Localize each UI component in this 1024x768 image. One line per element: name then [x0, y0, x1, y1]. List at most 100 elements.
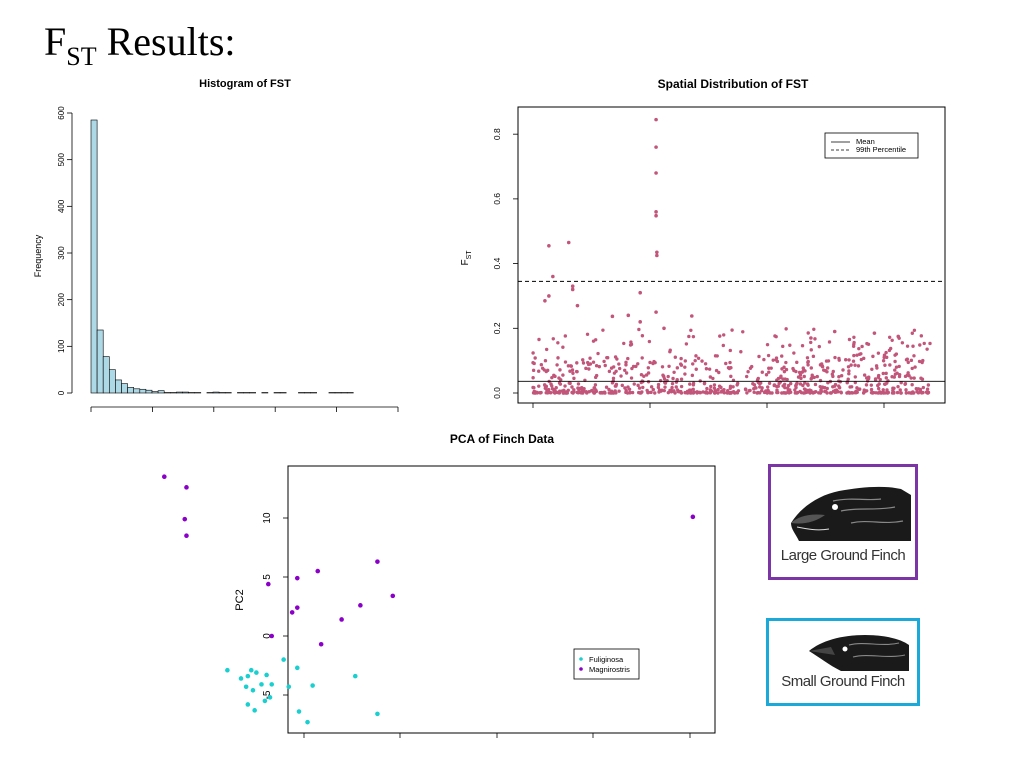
- spatial-point: [566, 364, 571, 368]
- spatial-point: [765, 391, 769, 395]
- spatial-point: [651, 387, 655, 392]
- spatial-point: [674, 380, 679, 384]
- spatial-point: [687, 334, 691, 339]
- spatial-point: [691, 381, 696, 386]
- spatial-point: [782, 382, 787, 387]
- spatial-point: [566, 388, 570, 392]
- spatial-point: [588, 362, 593, 366]
- spatial-point: [620, 383, 624, 388]
- spatial-point: [757, 381, 762, 386]
- spatial-point: [848, 391, 852, 395]
- spatial-point: [855, 386, 859, 390]
- spatial-point: [920, 360, 924, 365]
- spatial-point: [563, 391, 568, 395]
- spatial-point: [611, 391, 615, 395]
- spatial-point: [899, 391, 903, 395]
- spatial-point: [539, 362, 544, 367]
- spatial-point: [794, 385, 798, 390]
- spatial-point: [837, 379, 841, 383]
- spatial-point: [883, 363, 887, 367]
- spatial-point: [796, 375, 801, 379]
- spatial-point: [597, 364, 602, 369]
- spatial-point: [705, 386, 709, 391]
- spatial-point: [892, 391, 896, 395]
- spatial-point: [637, 390, 641, 395]
- spatial-point: [784, 360, 788, 365]
- spatial-point: [554, 385, 558, 390]
- spatial-point: [876, 383, 880, 388]
- spatial-point: [533, 391, 538, 395]
- spatial-point: [592, 391, 597, 395]
- spatial-point: [713, 390, 718, 394]
- magnirostris-point: [269, 633, 275, 639]
- spatial-point: [656, 382, 661, 387]
- spatial-point: [812, 390, 816, 395]
- spatial-point: [823, 386, 827, 390]
- spatial-point: [893, 372, 898, 376]
- small-ground-finch-label: Small Ground Finch: [781, 673, 905, 690]
- spatial-point: [784, 327, 788, 331]
- spatial-point: [759, 381, 763, 385]
- spatial-point: [786, 390, 790, 394]
- spatial-point: [825, 391, 829, 395]
- spatial-point: [892, 375, 896, 379]
- spatial-point: [882, 355, 886, 360]
- spatial-point: [722, 391, 727, 395]
- spatial-point: [649, 390, 653, 395]
- spatial-point: [675, 388, 680, 392]
- spatial-point: [531, 385, 535, 390]
- spatial-point: [728, 390, 732, 395]
- spatial-point: [879, 391, 884, 395]
- spatial-point: [890, 374, 894, 379]
- spatial-point: [780, 391, 784, 395]
- spatial-point: [794, 384, 798, 388]
- spatial-point: [674, 385, 678, 389]
- spatial-point: [830, 372, 835, 376]
- legend-mean: Mean: [856, 137, 875, 146]
- spatial-point: [728, 360, 732, 365]
- spatial-point: [818, 378, 823, 383]
- spatial-point: [563, 334, 568, 338]
- spatial-point: [653, 360, 657, 365]
- spatial-point: [670, 381, 675, 386]
- spatial-y-tick-label: 0.2: [492, 322, 502, 334]
- spatial-point: [853, 390, 857, 395]
- spatial-point: [820, 386, 824, 390]
- spatial-y-label-sub: ST: [466, 250, 473, 260]
- magnirostris-point: [690, 514, 696, 520]
- spatial-point: [786, 383, 791, 388]
- spatial-point: [722, 333, 726, 337]
- spatial-point: [792, 351, 796, 355]
- spatial-point: [856, 387, 861, 391]
- histogram-y-tick-label: 200: [57, 292, 66, 306]
- spatial-point: [758, 385, 762, 389]
- spatial-point: [826, 359, 831, 363]
- spatial-point: [593, 375, 598, 380]
- magnirostris-point: [289, 610, 295, 615]
- spatial-point: [853, 380, 858, 385]
- spatial-point: [801, 383, 805, 388]
- spatial-point: [607, 387, 611, 392]
- magnirostris-point: [358, 603, 363, 608]
- spatial-point: [786, 388, 790, 392]
- spatial-point: [809, 390, 813, 394]
- spatial-point: [539, 390, 543, 395]
- spatial-point: [745, 391, 749, 395]
- spatial-point: [559, 378, 563, 382]
- fuliginosa-point: [352, 673, 358, 679]
- spatial-y-tick-label: 0.4: [492, 257, 502, 269]
- spatial-point: [663, 385, 667, 389]
- spatial-point: [872, 331, 877, 335]
- spatial-point: [893, 359, 897, 364]
- spatial-point: [563, 384, 567, 388]
- spatial-plot-box: [517, 106, 946, 404]
- spatial-point: [702, 381, 707, 386]
- spatial-point: [778, 380, 782, 384]
- spatial-point: [558, 368, 562, 372]
- spatial-point: [824, 359, 829, 363]
- spatial-point: [695, 390, 699, 394]
- spatial-point: [679, 356, 683, 361]
- spatial-point: [607, 369, 612, 374]
- spatial-point: [658, 378, 663, 383]
- spatial-point: [802, 391, 807, 395]
